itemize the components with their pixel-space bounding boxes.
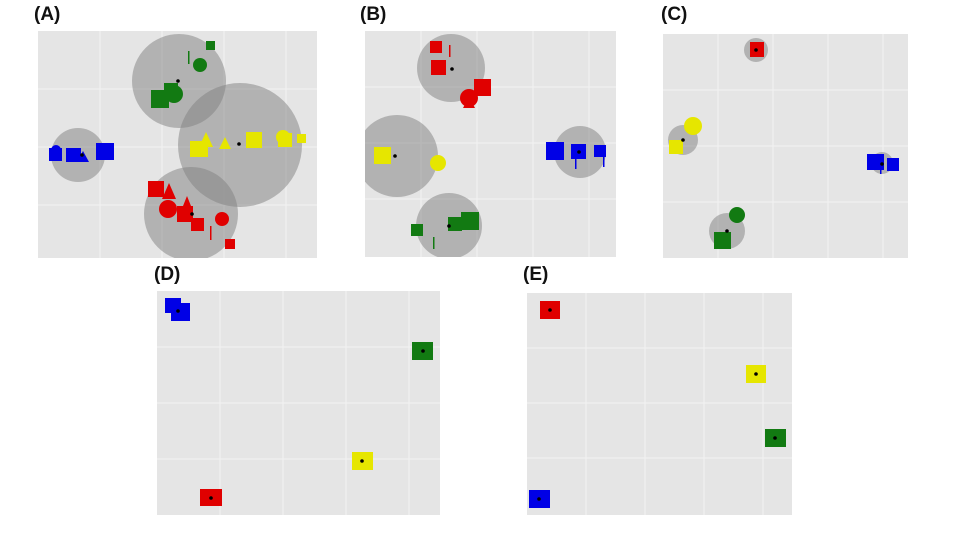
panel-a-plot	[38, 31, 317, 258]
panel-b-plot	[365, 31, 616, 257]
yellow-markers	[669, 117, 702, 154]
cluster-circle-yellow	[365, 115, 438, 197]
panel-label-c: (C)	[661, 4, 688, 25]
green-markers	[411, 212, 479, 249]
panel-label-e: (E)	[523, 264, 549, 285]
cluster-centers	[537, 308, 777, 501]
panel-label-d: (D)	[154, 264, 181, 285]
cluster-centers	[80, 79, 241, 216]
panel-c-plot	[663, 34, 908, 258]
panel-label-b: (B)	[360, 4, 387, 25]
cluster-centers	[681, 48, 884, 233]
blue-markers	[49, 143, 114, 162]
blue-markers	[165, 298, 190, 321]
red-markers	[148, 181, 235, 249]
panel-e-plot	[527, 293, 792, 515]
plot-background	[527, 293, 792, 515]
green-markers	[151, 41, 215, 108]
panel-d-plot	[157, 291, 440, 515]
panel-label-a: (A)	[34, 4, 61, 25]
grid-lines	[527, 293, 792, 515]
blue-markers	[867, 154, 899, 174]
cluster-centers	[176, 309, 425, 500]
grid-lines	[663, 34, 908, 258]
yellow-markers	[374, 147, 446, 171]
red-markers	[430, 41, 491, 108]
grid-lines	[157, 291, 440, 515]
yellow-markers	[190, 130, 306, 157]
cluster-centers	[393, 67, 581, 228]
green-markers	[714, 207, 745, 249]
